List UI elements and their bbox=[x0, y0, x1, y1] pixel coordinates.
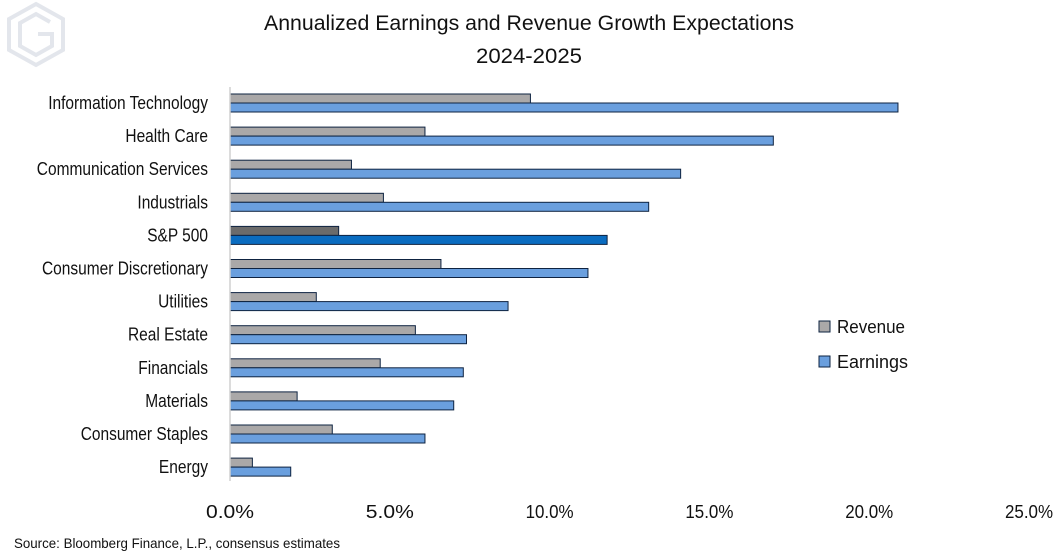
legend: Revenue Earnings bbox=[818, 317, 908, 372]
bar-earnings bbox=[229, 168, 682, 179]
legend-label-revenue: Revenue bbox=[837, 317, 905, 337]
legend-swatch-revenue bbox=[818, 320, 831, 333]
x-tick-label: 25.0% bbox=[1005, 502, 1053, 522]
category-label: Utilities bbox=[158, 292, 208, 312]
x-tick-label: 20.0% bbox=[845, 502, 893, 522]
legend-label-earnings: Earnings bbox=[837, 352, 908, 372]
bar-revenue bbox=[229, 192, 384, 203]
bar-earnings bbox=[229, 268, 589, 278]
bar-revenue bbox=[229, 391, 298, 402]
category-label: Real Estate bbox=[128, 325, 208, 345]
category-label: Information Technology bbox=[48, 93, 208, 113]
bar-earnings bbox=[229, 367, 464, 378]
category-label: Consumer Staples bbox=[81, 424, 208, 444]
bar-earnings bbox=[229, 334, 468, 345]
bar-revenue bbox=[229, 457, 253, 468]
bar-revenue bbox=[229, 292, 317, 303]
category-label: Communication Services bbox=[37, 159, 208, 179]
bar-revenue bbox=[229, 325, 416, 336]
category-label: Energy bbox=[159, 457, 208, 477]
bar-earnings bbox=[229, 466, 292, 477]
bar-revenue bbox=[229, 93, 531, 104]
bar-earnings bbox=[229, 301, 509, 312]
category-label: Financials bbox=[138, 358, 208, 378]
bar-revenue bbox=[229, 358, 381, 369]
bar-earnings bbox=[229, 135, 774, 146]
category-label: S&P 500 bbox=[147, 225, 208, 245]
category-label: Materials bbox=[145, 391, 208, 411]
x-tick-label: 0.0% bbox=[206, 502, 254, 522]
category-label: Consumer Discretionary bbox=[42, 259, 208, 279]
bar-revenue bbox=[229, 225, 340, 236]
legend-swatch-earnings bbox=[818, 355, 831, 368]
bar-earnings bbox=[229, 201, 650, 212]
category-label: Health Care bbox=[125, 126, 208, 146]
category-label: Industrials bbox=[137, 192, 208, 212]
bar-revenue bbox=[229, 424, 333, 435]
bar-earnings bbox=[229, 400, 455, 411]
bar-revenue bbox=[229, 259, 442, 269]
logo bbox=[7, 1, 65, 68]
bar-earnings bbox=[229, 102, 899, 113]
source-note: Source: Bloomberg Finance, L.P., consens… bbox=[14, 535, 340, 551]
chart-subtitle: 2024-2025 bbox=[476, 45, 582, 68]
x-tick-label: 15.0% bbox=[685, 502, 733, 522]
bar-revenue bbox=[229, 159, 352, 170]
bar-revenue bbox=[229, 126, 426, 137]
chart-title: Annualized Earnings and Revenue Growth E… bbox=[264, 12, 794, 35]
bar-earnings bbox=[229, 433, 426, 444]
x-tick-label: 5.0% bbox=[366, 502, 414, 522]
x-tick-label: 10.0% bbox=[526, 502, 574, 522]
bar-earnings bbox=[229, 234, 608, 245]
